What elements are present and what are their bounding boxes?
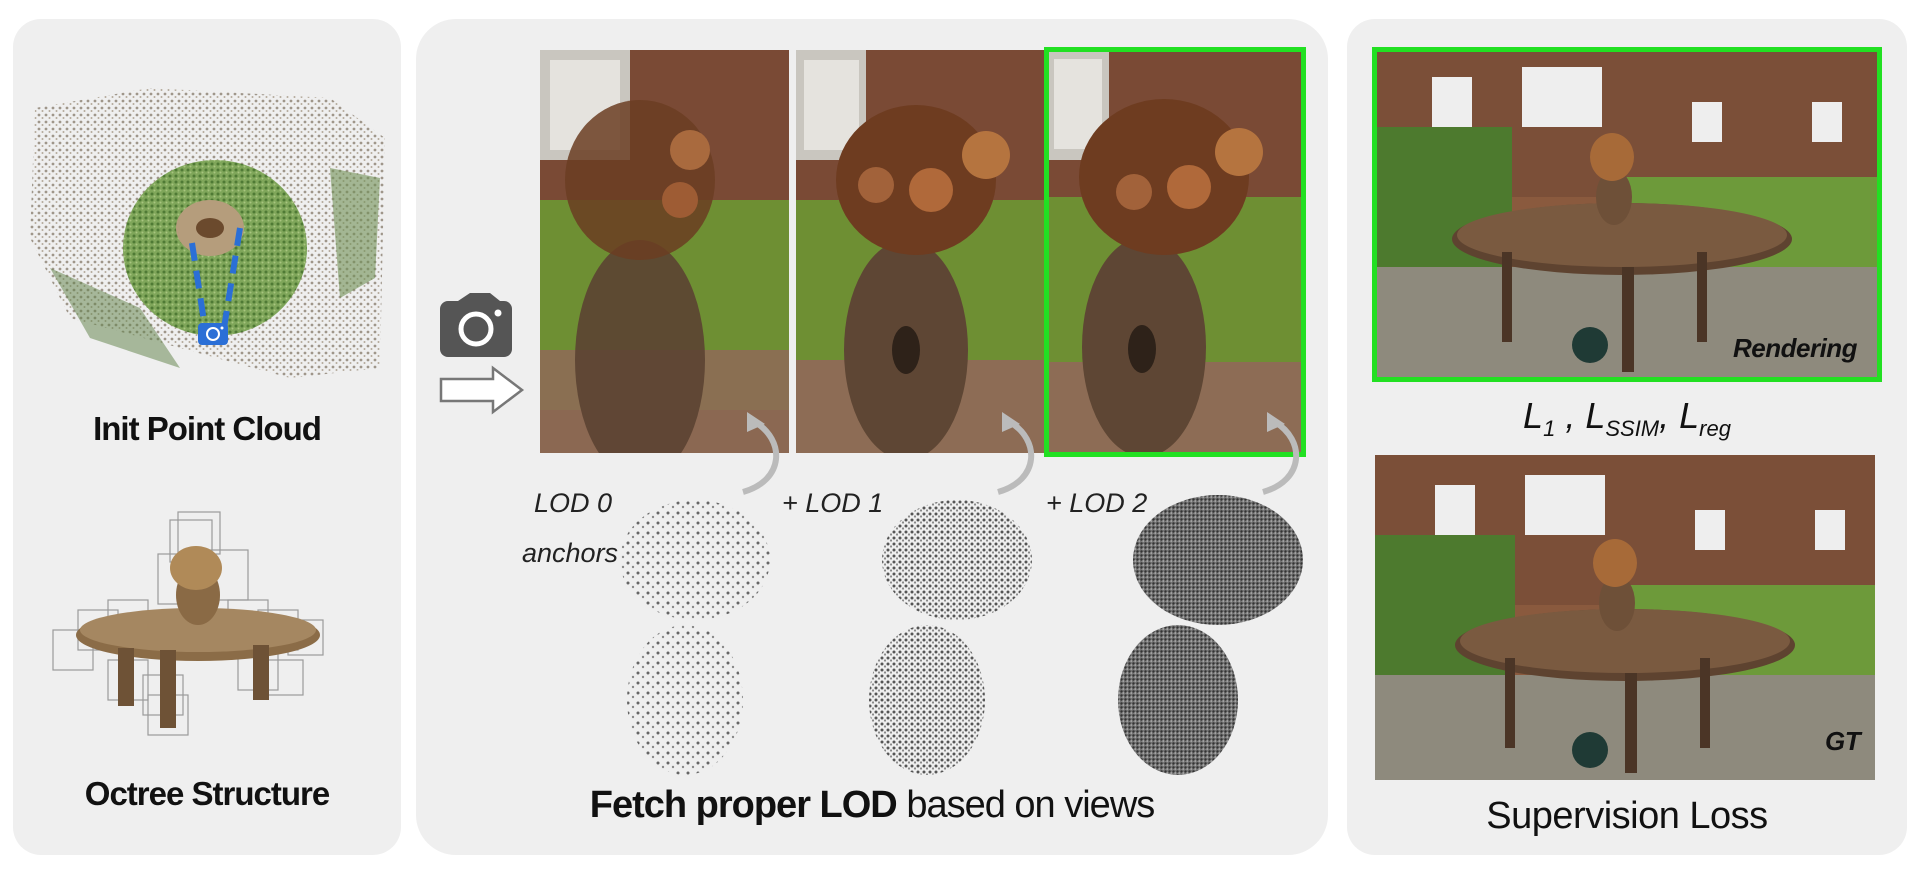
rendering-image xyxy=(1372,47,1882,382)
lod1-render-image xyxy=(796,50,1045,453)
anchors-label: anchors xyxy=(522,538,619,568)
lod0-anchor-cloud-image xyxy=(620,500,770,775)
lod1-label: + LOD 1 xyxy=(782,488,884,518)
curved-arrow-icon xyxy=(1262,412,1300,495)
loss-sub-1: 1 xyxy=(1543,416,1556,442)
middle-panel-caption: Fetch proper LOD based on views xyxy=(416,784,1328,827)
lod2-label: + LOD 2 xyxy=(1046,488,1148,518)
ground-truth-image xyxy=(1375,455,1875,780)
octree-structure-caption: Octree Structure xyxy=(84,775,330,812)
gt-tag: GT xyxy=(1825,726,1861,756)
supervision-loss-caption: Supervision Loss xyxy=(1486,795,1768,837)
lod2-render-image xyxy=(1044,47,1306,457)
curved-arrow-icon xyxy=(742,412,780,495)
camera-icon xyxy=(198,323,228,345)
loss-formula: L1 , LSSIM, Lreg xyxy=(1347,395,1907,442)
loss-sub-reg: reg xyxy=(1699,416,1731,442)
init-point-cloud-caption: Init Point Cloud xyxy=(93,410,322,447)
lod1-anchor-cloud-image xyxy=(869,500,1032,775)
rendering-tag: Rendering xyxy=(1733,333,1858,363)
right-arrow-icon xyxy=(439,365,525,415)
curved-arrow-icon xyxy=(997,412,1035,495)
lod0-label: LOD 0 xyxy=(534,488,613,518)
loss-term-lssim: , L xyxy=(1555,395,1606,436)
init-point-cloud-image xyxy=(30,88,385,378)
loss-term-l1: L xyxy=(1523,395,1544,436)
caption-bold-part: Fetch proper LOD xyxy=(589,784,898,826)
caption-rest-part: based on views xyxy=(896,784,1155,826)
lod2-anchor-cloud-image xyxy=(1118,495,1303,775)
loss-term-lreg: , L xyxy=(1659,395,1700,436)
octree-structure-image xyxy=(52,511,324,736)
lod0-render-image xyxy=(540,50,789,453)
camera-icon xyxy=(440,293,512,357)
loss-sub-ssim: SSIM xyxy=(1605,416,1660,442)
